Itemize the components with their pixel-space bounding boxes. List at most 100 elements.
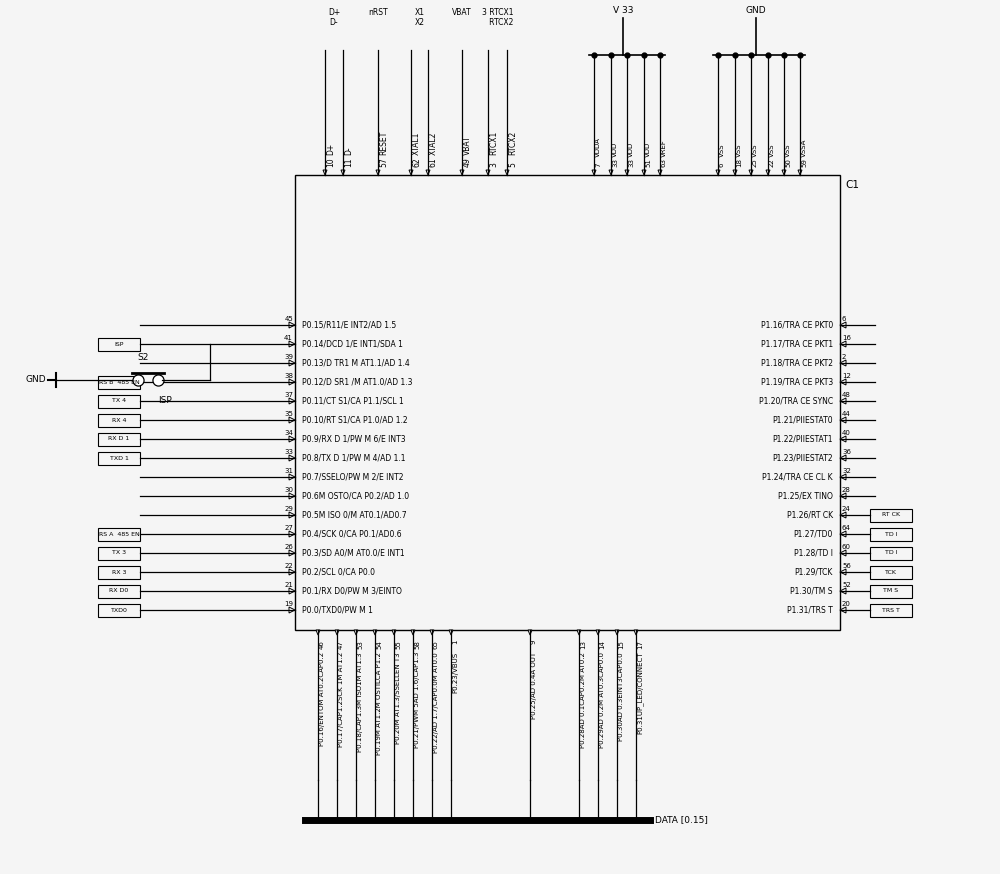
Text: P0.20M AT1.3/SSELLEN T3: P0.20M AT1.3/SSELLEN T3: [395, 652, 401, 744]
Polygon shape: [323, 170, 327, 175]
Polygon shape: [409, 170, 413, 175]
Text: 32: 32: [842, 468, 851, 474]
Text: VSS: VSS: [719, 143, 725, 157]
Text: C1: C1: [845, 180, 859, 190]
Text: 26: 26: [284, 544, 293, 550]
Polygon shape: [840, 379, 846, 385]
Text: 27: 27: [284, 525, 293, 531]
Text: 15: 15: [618, 640, 624, 649]
Text: TXD0: TXD0: [111, 607, 127, 613]
Text: 65: 65: [433, 640, 439, 649]
Text: P0.18/CAP1.3M ISO1M AT1.3: P0.18/CAP1.3M ISO1M AT1.3: [357, 652, 363, 752]
Polygon shape: [625, 170, 629, 175]
Text: P0.17/CAP1.2SCK 1M AT1.2: P0.17/CAP1.2SCK 1M AT1.2: [338, 652, 344, 747]
Polygon shape: [373, 630, 377, 635]
Text: VREF: VREF: [661, 139, 667, 157]
Polygon shape: [376, 170, 380, 175]
Text: VDD: VDD: [628, 142, 634, 157]
Text: 6: 6: [842, 316, 846, 322]
Text: TM S: TM S: [883, 588, 899, 593]
Text: P1.23/PIIESTAT2: P1.23/PIIESTAT2: [772, 454, 833, 462]
Text: VDDA: VDDA: [595, 137, 601, 157]
Text: XTAL2: XTAL2: [429, 132, 438, 155]
Polygon shape: [460, 170, 464, 175]
Text: P0.19M AT1.2M OSTILCA P1.2: P0.19M AT1.2M OSTILCA P1.2: [376, 652, 382, 755]
Bar: [295, 175, 840, 630]
Text: P0.25/AD 0.4A OUT: P0.25/AD 0.4A OUT: [531, 652, 537, 719]
Text: P1.17/TRA CE PKT1: P1.17/TRA CE PKT1: [761, 339, 833, 349]
Polygon shape: [840, 398, 846, 404]
Text: GND: GND: [25, 376, 46, 385]
Text: 36: 36: [842, 449, 851, 455]
Polygon shape: [289, 436, 295, 442]
Polygon shape: [615, 630, 619, 635]
Text: 1: 1: [452, 640, 458, 644]
Text: RX 3: RX 3: [112, 570, 126, 574]
Bar: [98, 565, 140, 579]
Text: 49: 49: [463, 157, 472, 167]
Text: P0.29AD 0.2M AT0.3CAP0.0: P0.29AD 0.2M AT0.3CAP0.0: [599, 652, 605, 748]
Polygon shape: [316, 630, 320, 635]
Polygon shape: [733, 170, 737, 175]
Text: RTCX2: RTCX2: [508, 131, 517, 155]
Text: 53: 53: [357, 640, 363, 649]
Polygon shape: [840, 588, 846, 594]
Polygon shape: [430, 630, 434, 635]
Bar: [98, 433, 140, 446]
Text: VSSA: VSSA: [801, 139, 807, 157]
Text: P0.15/R11/E INT2/AD 1.5: P0.15/R11/E INT2/AD 1.5: [302, 321, 396, 329]
Text: 38: 38: [284, 373, 293, 379]
Text: P0.10/RT S1/CA P1.0/AD 1.2: P0.10/RT S1/CA P1.0/AD 1.2: [302, 415, 408, 425]
Bar: [98, 413, 140, 427]
Polygon shape: [289, 455, 295, 461]
Polygon shape: [289, 322, 295, 328]
Text: TCK: TCK: [885, 570, 897, 574]
Polygon shape: [289, 474, 295, 480]
Text: 33: 33: [612, 158, 618, 167]
Bar: [870, 546, 912, 559]
Text: P0.28AD 0.1CAP0.2M AT0.2: P0.28AD 0.1CAP0.2M AT0.2: [580, 652, 586, 748]
Text: VDD: VDD: [612, 142, 618, 157]
Polygon shape: [782, 170, 786, 175]
Text: D+
D-: D+ D-: [328, 8, 340, 27]
Polygon shape: [840, 531, 846, 537]
Text: TXD 1: TXD 1: [110, 455, 128, 461]
Polygon shape: [840, 474, 846, 480]
Text: P0.30AD 0.3EINT3CAP0.0: P0.30AD 0.3EINT3CAP0.0: [618, 652, 624, 740]
Text: 47: 47: [338, 640, 344, 649]
Text: P1.16/TRA CE PKT0: P1.16/TRA CE PKT0: [761, 321, 833, 329]
Polygon shape: [289, 360, 295, 366]
Bar: [98, 528, 140, 540]
Polygon shape: [449, 630, 453, 635]
Polygon shape: [716, 170, 720, 175]
Text: P0.14/DCD 1/E INT1/SDA 1: P0.14/DCD 1/E INT1/SDA 1: [302, 339, 403, 349]
Bar: [870, 565, 912, 579]
Polygon shape: [840, 417, 846, 423]
Text: P1.29/TCK: P1.29/TCK: [795, 567, 833, 577]
Text: P1.24/TRA CE CL K: P1.24/TRA CE CL K: [762, 473, 833, 482]
Text: 54: 54: [376, 640, 382, 649]
Polygon shape: [354, 630, 358, 635]
Text: 5: 5: [508, 162, 517, 167]
Text: 58: 58: [414, 640, 420, 649]
Text: 19: 19: [284, 601, 293, 607]
Text: TRS T: TRS T: [882, 607, 900, 613]
Text: 33: 33: [628, 158, 634, 167]
Text: VSS: VSS: [785, 143, 791, 157]
Text: P0.6M OSTO/CA P0.2/AD 1.0: P0.6M OSTO/CA P0.2/AD 1.0: [302, 491, 409, 501]
Text: TX 3: TX 3: [112, 551, 126, 556]
Text: RT CK: RT CK: [882, 512, 900, 517]
Text: 46: 46: [319, 640, 325, 649]
Text: 22: 22: [769, 158, 775, 167]
Text: ISP: ISP: [114, 342, 124, 346]
Polygon shape: [486, 170, 490, 175]
Polygon shape: [335, 630, 339, 635]
Text: 10: 10: [326, 157, 335, 167]
Polygon shape: [289, 588, 295, 594]
Text: 39: 39: [284, 354, 293, 360]
Text: P0.21/PWM 5AD 1.6/CAP1.3: P0.21/PWM 5AD 1.6/CAP1.3: [414, 652, 420, 748]
Text: 24: 24: [842, 506, 851, 512]
Polygon shape: [392, 630, 396, 635]
Text: VDD: VDD: [645, 142, 651, 157]
Text: 22: 22: [284, 563, 293, 569]
